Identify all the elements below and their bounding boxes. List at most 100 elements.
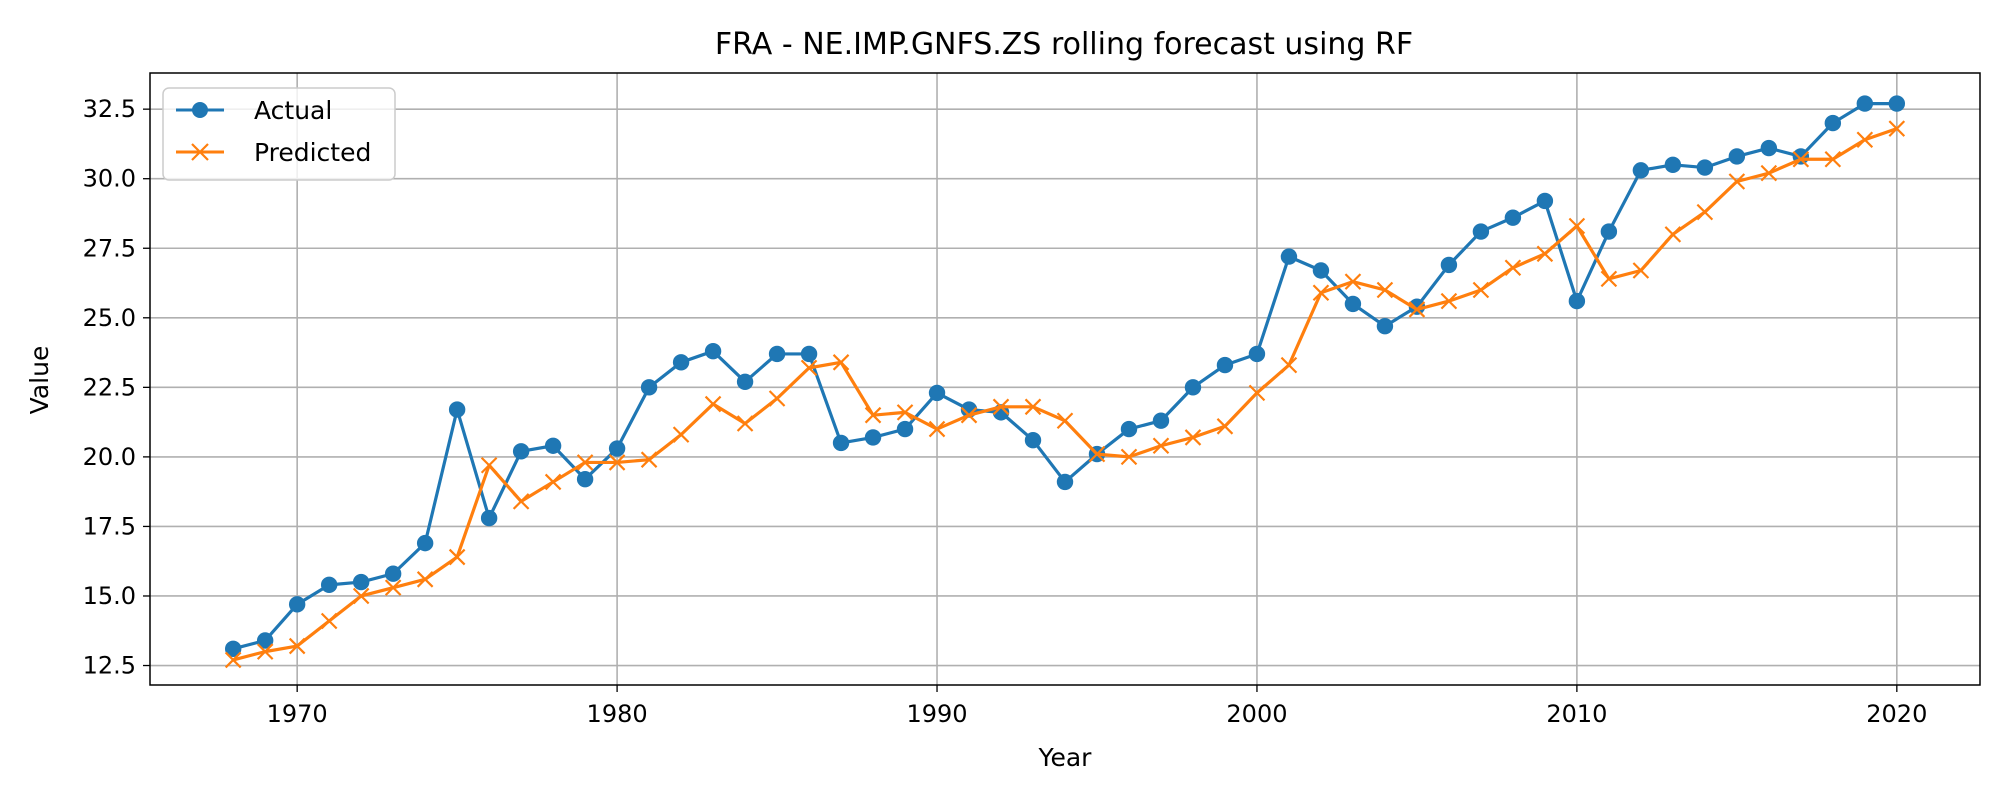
actual-point <box>896 420 914 438</box>
chart-title: FRA - NE.IMP.GNFS.ZS rolling forecast us… <box>715 27 1413 62</box>
predicted-point <box>1760 164 1778 182</box>
predicted-point <box>1184 429 1202 446</box>
y-tick-label: 32.5 <box>83 95 136 123</box>
actual-point <box>1376 317 1394 335</box>
predicted-point <box>640 451 658 468</box>
predicted-point <box>1536 245 1554 263</box>
predicted-point <box>1152 437 1170 455</box>
actual-point <box>1184 379 1202 396</box>
predicted-point <box>1600 270 1618 288</box>
actual-point <box>416 534 434 552</box>
actual-point <box>864 429 882 446</box>
predicted-point <box>576 454 594 471</box>
actual-point <box>320 576 338 594</box>
predicted-point <box>1696 203 1714 221</box>
actual-point <box>1696 159 1714 176</box>
actual-point <box>768 345 786 363</box>
predicted-point <box>512 493 530 510</box>
actual-point <box>1024 432 1042 449</box>
y-tick-label: 17.5 <box>83 512 136 540</box>
actual-point <box>352 573 370 591</box>
x-tick-label: 2010 <box>1546 700 1607 728</box>
actual-point <box>1408 298 1426 315</box>
actual-point <box>704 342 722 360</box>
actual-point <box>1600 223 1618 240</box>
actual-point <box>1216 356 1234 374</box>
predicted-point <box>352 587 370 605</box>
predicted-point <box>1440 292 1458 310</box>
predicted-point <box>1088 445 1106 463</box>
actual-point <box>448 401 466 418</box>
predicted-point <box>288 637 306 655</box>
predicted-point <box>864 406 882 424</box>
actual-point <box>480 509 498 527</box>
legend-predicted-marker <box>191 143 209 161</box>
actual-point <box>672 354 690 371</box>
predicted-point <box>992 398 1010 416</box>
actual-point <box>576 470 594 488</box>
y-tick-label: 30.0 <box>83 165 136 193</box>
actual-point <box>1344 295 1362 313</box>
actual-point <box>1472 223 1490 240</box>
actual-point <box>1504 209 1522 226</box>
actual-point <box>1280 248 1298 265</box>
predicted-point <box>832 354 850 371</box>
predicted-point <box>1824 150 1842 168</box>
predicted-point <box>1664 226 1682 243</box>
actual-point <box>736 373 754 390</box>
predicted-point <box>544 473 562 491</box>
predicted-point <box>1216 418 1234 435</box>
predicted-point <box>1792 150 1810 168</box>
predicted-point <box>1120 448 1138 466</box>
actual-point <box>1728 148 1746 165</box>
predicted-point <box>448 548 466 566</box>
actual-point <box>256 632 274 649</box>
predicted-point <box>1312 284 1330 302</box>
predicted-point <box>1376 281 1394 299</box>
x-tick-label: 2000 <box>1226 700 1287 728</box>
actual-point <box>1760 139 1778 157</box>
x-tick-label: 1970 <box>267 700 328 728</box>
actual-point <box>1888 95 1906 112</box>
predicted-point <box>1472 281 1490 299</box>
actual-point <box>288 596 306 613</box>
x-tick-label: 2020 <box>1866 700 1927 728</box>
predicted-point <box>960 406 978 424</box>
y-tick-label: 22.5 <box>83 373 136 401</box>
legend: Actual Predicted <box>162 87 396 181</box>
legend-actual-label: Actual <box>254 96 332 125</box>
actual-point <box>512 443 530 460</box>
y-axis-label: Value <box>25 346 54 415</box>
actual-point <box>1664 156 1682 173</box>
predicted-point <box>384 579 402 596</box>
actual-point <box>1856 95 1874 112</box>
predicted-point <box>1280 356 1298 374</box>
predicted-point <box>608 454 626 471</box>
predicted-point <box>1632 262 1650 279</box>
predicted-point <box>672 426 690 443</box>
actual-point <box>1248 345 1266 363</box>
predicted-point <box>704 395 722 413</box>
x-axis-label: Year <box>1038 743 1093 772</box>
series-layer <box>224 95 1906 669</box>
legend-predicted-label: Predicted <box>254 138 371 167</box>
actual-point <box>544 437 562 454</box>
predicted-point <box>1056 412 1074 430</box>
actual-point <box>384 565 402 582</box>
actual-point <box>1120 420 1138 438</box>
actual-point <box>224 640 242 658</box>
plot-frame <box>149 72 1981 686</box>
predicted-point <box>928 420 946 438</box>
predicted-point <box>768 390 786 407</box>
predicted-point <box>480 456 498 474</box>
predicted-point <box>1856 131 1874 149</box>
actual-point <box>1568 292 1586 310</box>
y-tick-label: 25.0 <box>83 304 136 332</box>
actual-point <box>1312 262 1330 279</box>
actual-point <box>1152 412 1170 429</box>
grid-layer <box>150 73 1980 685</box>
y-tick-label: 15.0 <box>83 582 136 610</box>
tick-layer: 1970 1980 1990 2000 2010 2020 12.5 15.0 17.5 20.0… <box>83 95 1928 728</box>
